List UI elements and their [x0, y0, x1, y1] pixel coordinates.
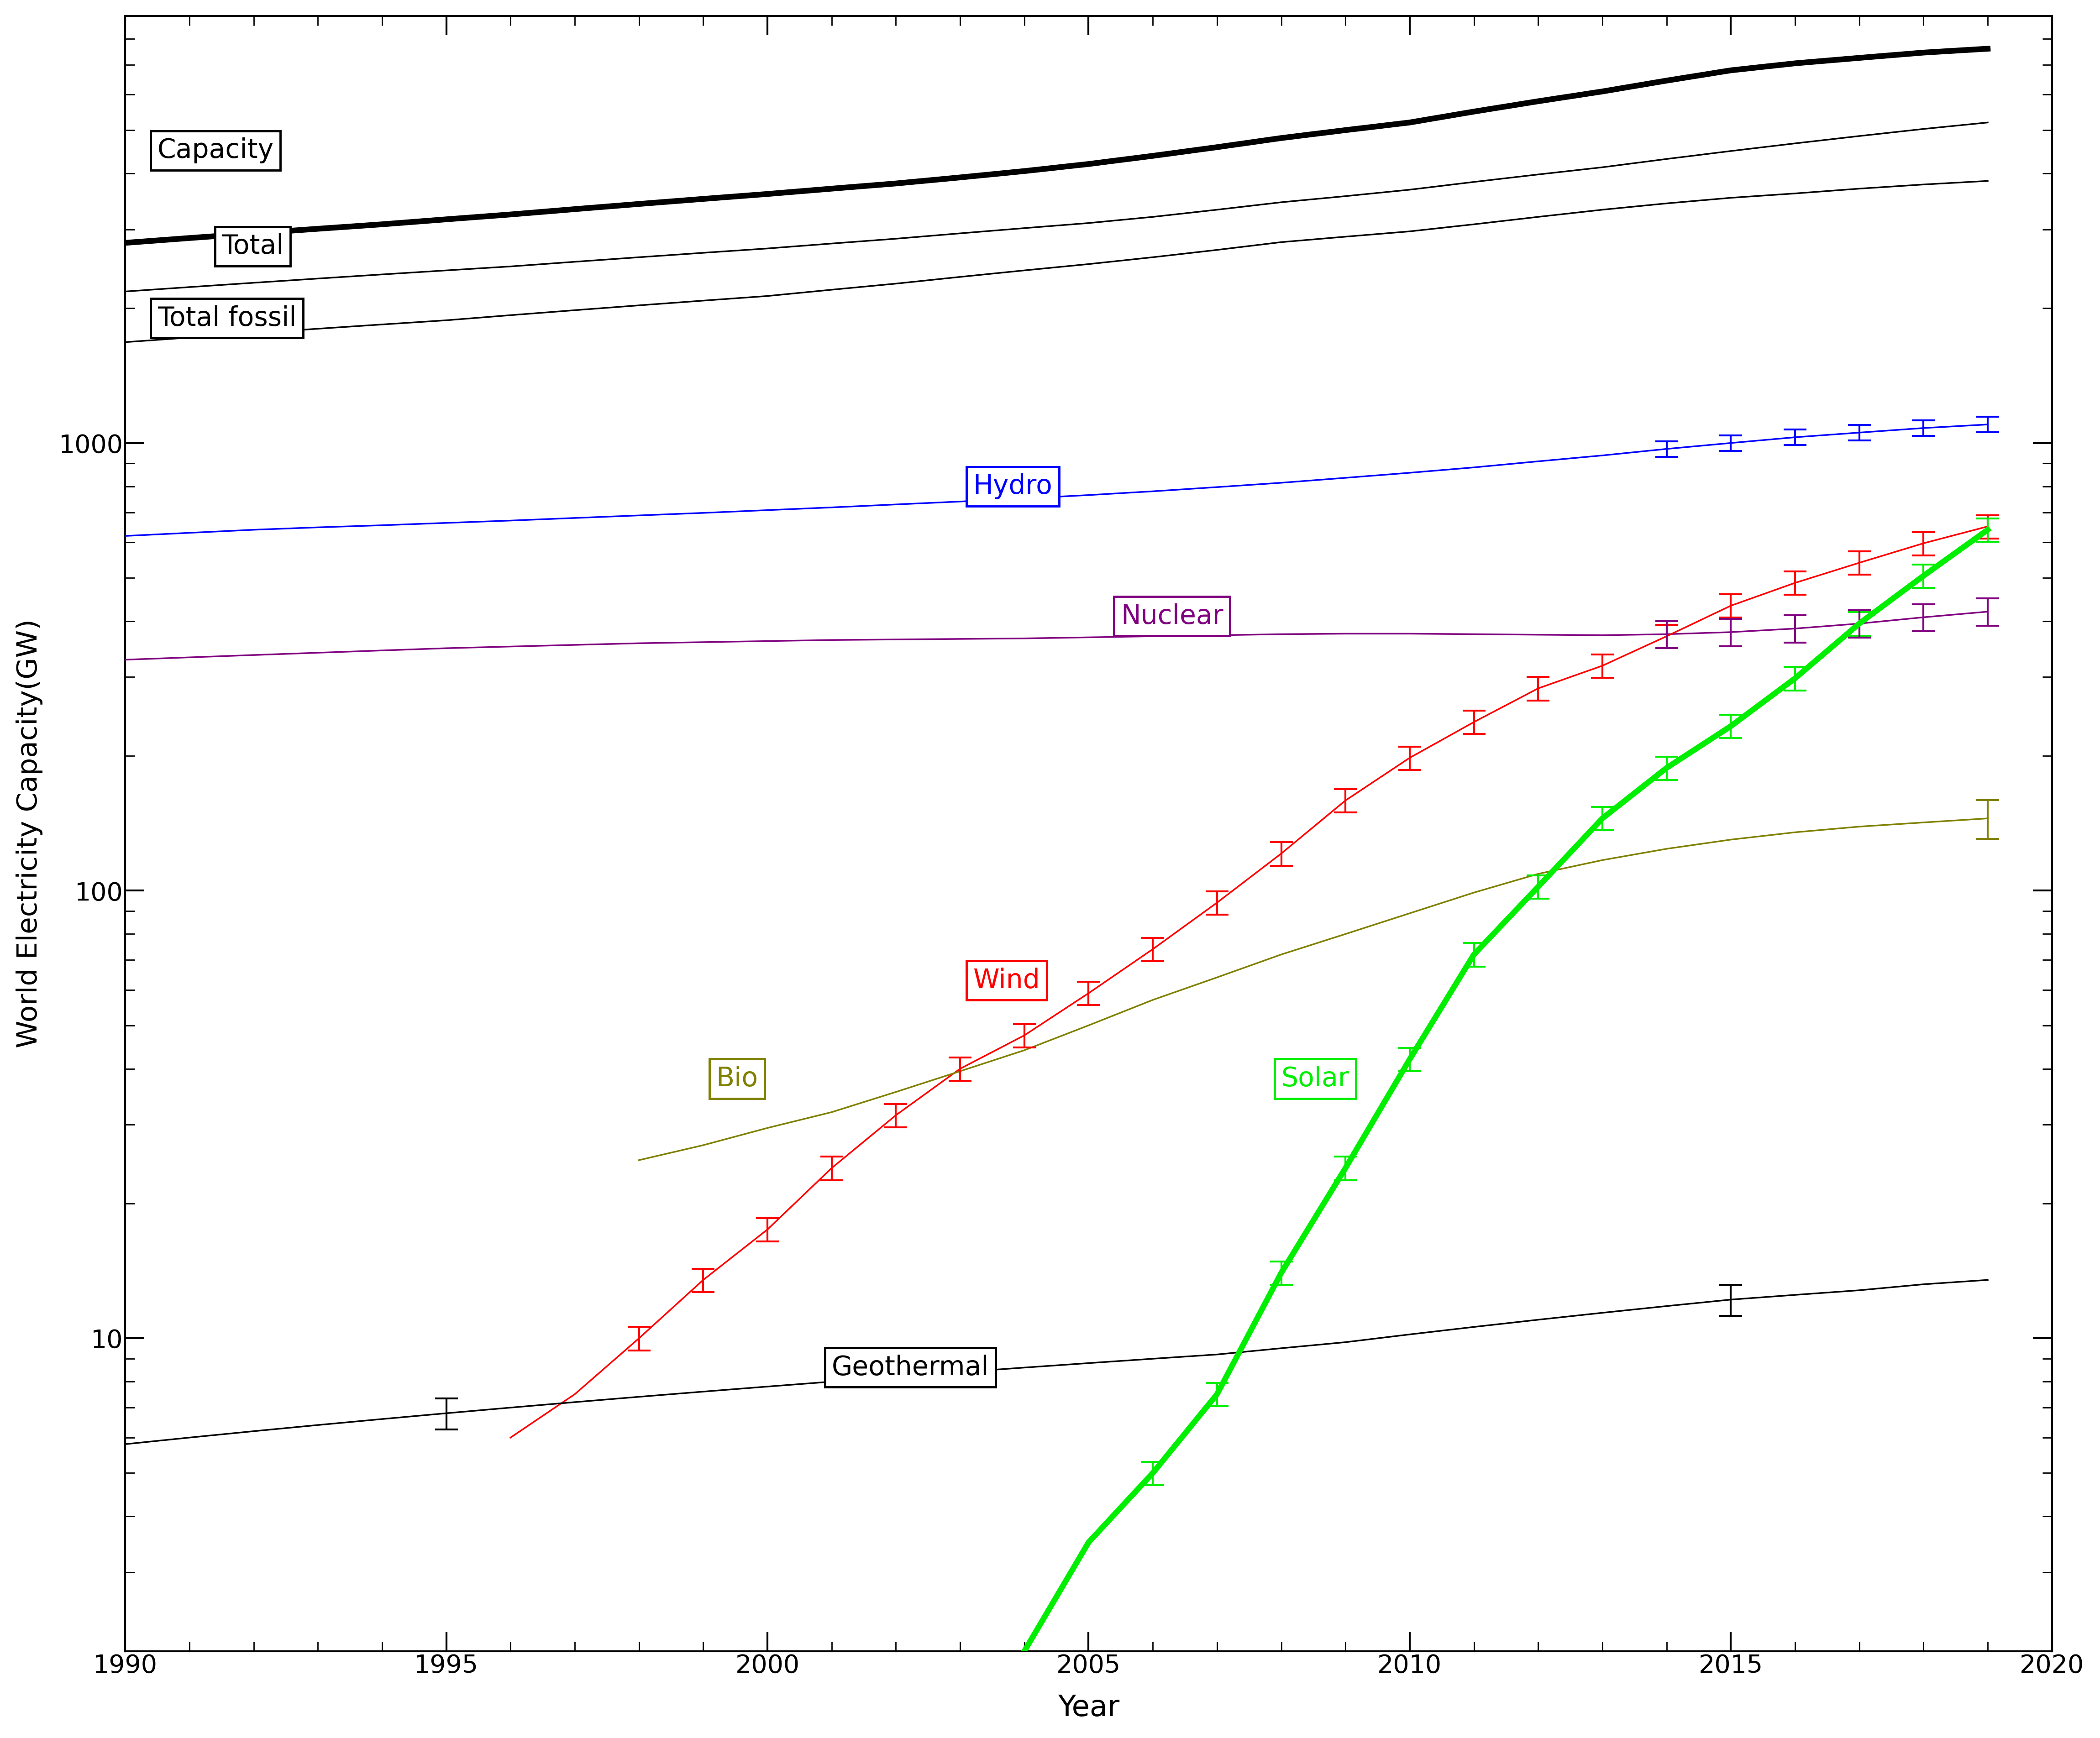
X-axis label: Year: Year [1058, 1695, 1119, 1722]
Text: Solar: Solar [1281, 1065, 1348, 1091]
Text: Hydro: Hydro [972, 473, 1052, 499]
Text: Nuclear: Nuclear [1121, 603, 1224, 629]
Text: Capacity: Capacity [158, 137, 273, 163]
Y-axis label: World Electricity Capacity(GW): World Electricity Capacity(GW) [17, 619, 42, 1048]
Text: Bio: Bio [716, 1065, 758, 1091]
Text: Wind: Wind [972, 968, 1040, 994]
Text: Total: Total [223, 233, 284, 259]
Text: Total fossil: Total fossil [158, 306, 296, 332]
Text: Geothermal: Geothermal [832, 1354, 989, 1380]
